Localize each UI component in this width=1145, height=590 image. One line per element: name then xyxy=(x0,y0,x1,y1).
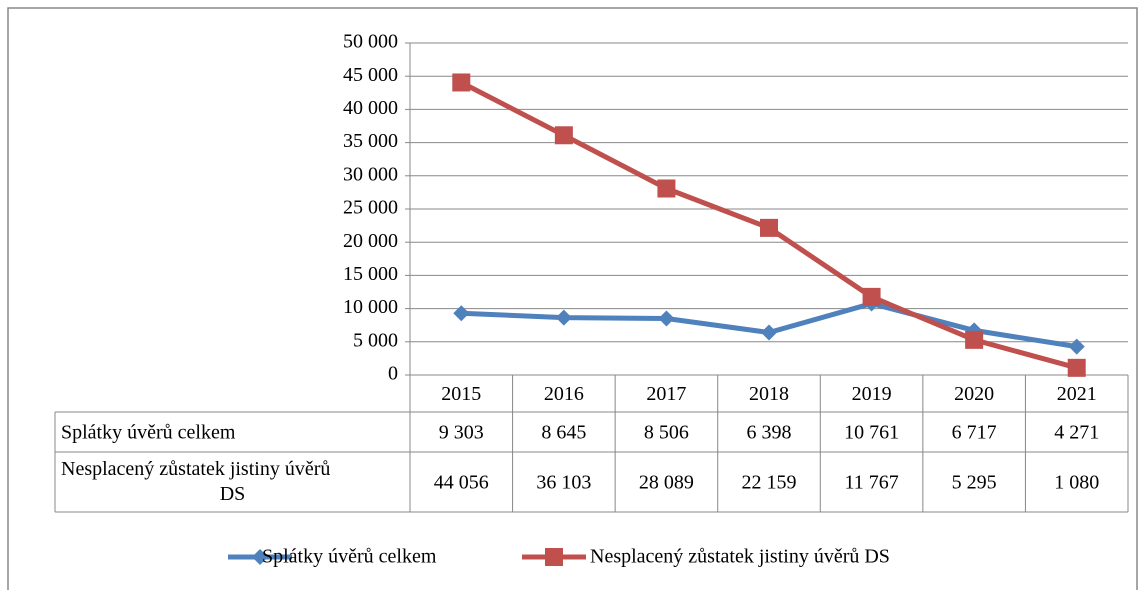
x-tick-label: 2017 xyxy=(646,383,686,405)
table-value: 6 398 xyxy=(747,422,792,444)
chart-border xyxy=(7,7,1138,590)
y-tick-label: 35 000 xyxy=(343,130,398,152)
y-tick-label: 0 xyxy=(388,363,398,385)
table-value: 8 645 xyxy=(541,422,586,444)
marker xyxy=(453,305,470,322)
y-tick-label: 25 000 xyxy=(343,197,398,219)
marker xyxy=(862,287,881,306)
table-value: 36 103 xyxy=(536,472,591,494)
x-tick-label: 2015 xyxy=(441,383,481,405)
marker xyxy=(761,324,777,341)
x-tick-label: 2020 xyxy=(954,383,994,405)
x-tick-label: 2021 xyxy=(1057,383,1097,405)
legend-label: Nesplacený zůstatek jistiny úvěrů DS xyxy=(590,546,890,568)
table-value: 4 271 xyxy=(1054,422,1099,444)
marker xyxy=(657,179,676,198)
legend-label: Splátky úvěrů celkem xyxy=(262,546,437,568)
row-label: Splátky úvěrů celkem xyxy=(61,422,236,444)
y-tick-label: 45 000 xyxy=(343,64,398,86)
y-tick-label: 10 000 xyxy=(343,296,398,318)
legend-marker xyxy=(252,549,268,565)
table-value: 1 080 xyxy=(1054,472,1099,494)
table-value: 22 159 xyxy=(742,472,797,494)
table-value: 6 717 xyxy=(952,422,997,444)
y-tick-label: 30 000 xyxy=(343,163,398,185)
table-value: 28 089 xyxy=(639,472,694,494)
y-tick-label: 15 000 xyxy=(343,263,398,285)
y-tick-label: 40 000 xyxy=(343,97,398,119)
y-tick-label: 50 000 xyxy=(343,31,398,53)
row-label: Nesplacený zůstatek jistiny úvěrů DS xyxy=(61,458,330,505)
marker xyxy=(1067,358,1086,377)
marker xyxy=(1068,338,1085,355)
marker xyxy=(554,126,573,145)
marker xyxy=(965,330,984,349)
table-value: 10 761 xyxy=(844,422,899,444)
marker xyxy=(555,309,572,326)
y-tick-label: 20 000 xyxy=(343,230,398,252)
legend-marker xyxy=(545,548,563,566)
table-value: 9 303 xyxy=(439,422,484,444)
table-value: 11 767 xyxy=(844,472,898,494)
table-value: 5 295 xyxy=(952,472,997,494)
x-tick-label: 2018 xyxy=(749,383,789,405)
marker xyxy=(658,310,675,327)
y-tick-label: 5 000 xyxy=(353,329,398,351)
marker xyxy=(452,73,471,92)
marker xyxy=(760,218,778,237)
x-tick-label: 2016 xyxy=(544,383,584,405)
table-value: 8 506 xyxy=(644,422,689,444)
x-tick-label: 2019 xyxy=(852,383,892,405)
table-value: 44 056 xyxy=(434,472,489,494)
